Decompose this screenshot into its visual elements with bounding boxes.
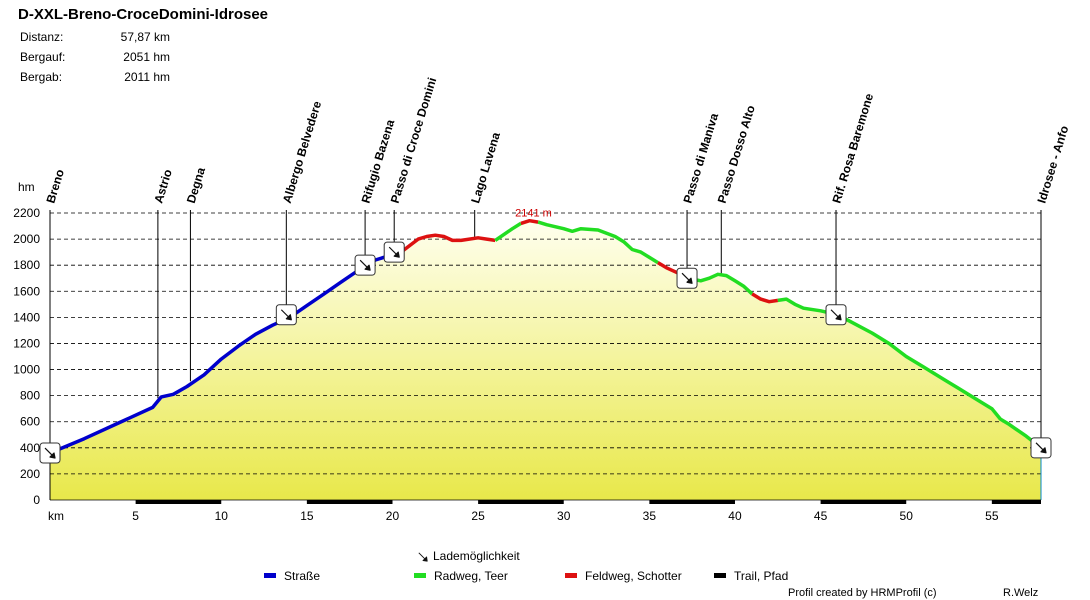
trail-bar-segment (478, 500, 564, 504)
legend-item-radweg: Radweg, Teer (414, 569, 508, 583)
y-tick-label: 1000 (13, 363, 40, 377)
trail-bar-segment (820, 500, 907, 504)
x-tick-label: 15 (300, 509, 314, 523)
legend-item-feldweg: Feldweg, Schotter (565, 569, 682, 583)
stat-descent: Bergab: 2011 hm (20, 70, 170, 90)
stat-label: Distanz: (20, 30, 64, 44)
legend-item-strasse: Straße (264, 569, 320, 583)
waypoint-label: Albergo Belvedere (280, 99, 324, 205)
waypoint-label: Rif. Rosa Baremone (829, 91, 876, 204)
waypoint-label: Passo di Maniva (681, 111, 722, 205)
y-tick-label: 1600 (13, 284, 40, 298)
waypoint-label: Lago Lavena (468, 130, 503, 205)
y-axis-label: hm (18, 180, 35, 194)
legend-label: Trail, Pfad (734, 569, 789, 583)
charging-icon (275, 304, 297, 326)
y-tick-label: 1800 (13, 258, 40, 272)
y-tick-label: 600 (20, 415, 40, 429)
legend-swatch-feldweg (565, 573, 577, 579)
legend-label: Radweg, Teer (434, 569, 508, 583)
stat-value: 2011 hm (124, 70, 170, 84)
x-tick-label: 40 (728, 509, 742, 523)
x-tick-label: 20 (386, 509, 400, 523)
legend-label: Feldweg, Schotter (585, 569, 682, 583)
trail-bar-segment (991, 500, 1041, 504)
waypoint-label: Breno (43, 168, 67, 205)
waypoint-label: Passo di Croce Domini (388, 76, 440, 205)
stat-distance: Distanz: 57,87 km (20, 30, 170, 50)
x-axis-label: km (48, 509, 64, 523)
stat-label: Bergauf: (20, 50, 66, 64)
profile-segment (400, 233, 496, 254)
profile-segment (777, 297, 1043, 450)
x-tick-label: 55 (985, 509, 999, 523)
x-tick-label: 10 (215, 509, 229, 523)
x-tick-label: 25 (471, 509, 485, 523)
charging-icon (39, 442, 61, 464)
legend-swatch-trail (714, 573, 726, 579)
profile-segment (751, 292, 779, 304)
stat-value: 2051 hm (123, 50, 170, 64)
charging-icon (676, 267, 698, 289)
legend-charging-label: Lademöglichkeit (433, 549, 520, 563)
legend-label: Straße (284, 569, 321, 583)
y-tick-label: 1400 (13, 310, 40, 324)
x-tick-label: 45 (814, 509, 828, 523)
profile-segment (696, 272, 754, 296)
author-text: R.Welz (1003, 587, 1039, 599)
charging-icon (1030, 437, 1052, 459)
charging-icon (354, 254, 376, 276)
profile-area-fill (50, 220, 1041, 500)
page-title: D-XXL-Breno-CroceDomini-Idrosee (18, 6, 269, 23)
waypoint-label: Passo Dosso Alto (715, 104, 758, 205)
charging-icon (383, 241, 405, 263)
x-tick-label: 5 (132, 509, 139, 523)
trail-bar-segment (306, 500, 393, 504)
y-tick-label: 2000 (13, 232, 40, 246)
trail-bar-segment (135, 500, 222, 504)
x-tick-label: 30 (557, 509, 571, 523)
waypoint-label: Astrio (151, 168, 175, 205)
waypoint-label: Idrosee - Anfo (1034, 124, 1071, 205)
y-tick-label: 200 (20, 467, 40, 481)
stat-value: 57,87 km (120, 30, 170, 44)
charging-icon (825, 304, 847, 326)
legend-charging: Lademöglichkeit (417, 549, 520, 563)
route-stats: Distanz: 57,87 km Bergauf: 2051 hm Berga… (20, 30, 170, 90)
x-tick-label: 35 (643, 509, 657, 523)
legend-swatch-strasse (264, 573, 276, 579)
x-tick-label: 50 (900, 509, 914, 523)
stat-ascent: Bergauf: 2051 hm (20, 50, 170, 70)
charging-icon (418, 552, 428, 562)
y-tick-label: 0 (33, 493, 40, 507)
legend-swatch-radweg (414, 573, 426, 579)
trail-bar-segment (649, 500, 735, 504)
profile-segment (494, 221, 522, 242)
max-elevation-label: 2141 m (515, 208, 552, 220)
stat-label: Bergab: (20, 70, 63, 84)
credit-text: Profil created by HRMProfil (c) (788, 587, 937, 599)
profile-segment (520, 218, 539, 226)
profile-segment (537, 220, 659, 265)
y-tick-label: 2200 (13, 206, 40, 220)
waypoint-label: Degna (184, 165, 208, 204)
legend-item-trail: Trail, Pfad (714, 569, 788, 583)
y-tick-label: 800 (20, 389, 40, 403)
y-tick-label: 400 (20, 441, 40, 455)
y-tick-label: 1200 (13, 336, 40, 350)
